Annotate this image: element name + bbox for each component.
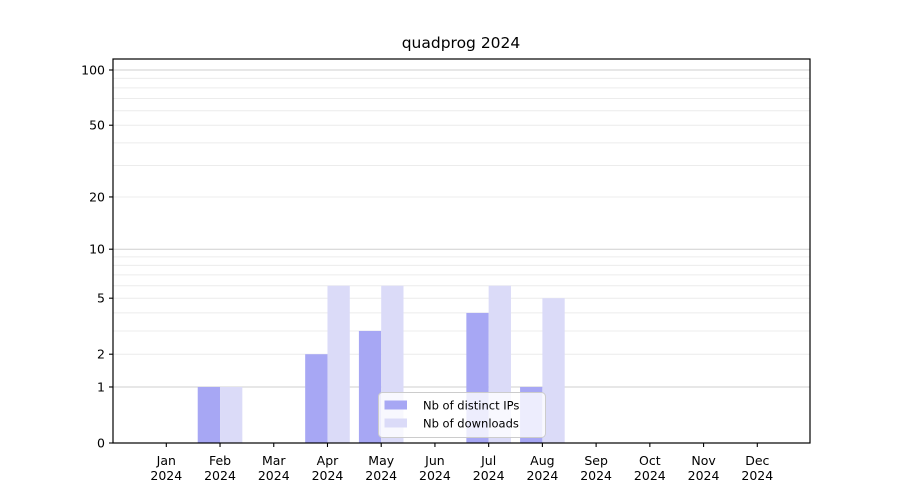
legend-box [378, 392, 546, 438]
x-axis-month-label: Jun [424, 453, 445, 468]
x-axis-month-label: Apr [317, 453, 339, 468]
bar-downloads-feb [220, 386, 243, 443]
x-axis-year-label: 2024 [526, 468, 558, 483]
plot-border [112, 58, 811, 444]
x-axis-year-label: 2024 [473, 468, 505, 483]
bar-downloads-aug [542, 298, 565, 443]
gridlines [113, 69, 810, 388]
x-axis-year-label: 2024 [419, 468, 451, 483]
x-axis-month-label: Oct [639, 453, 661, 468]
y-axis-tick-label: 0 [97, 436, 105, 451]
bar-distinct-ips-feb [197, 386, 221, 443]
y-axis-tick-label: 100 [81, 63, 105, 78]
x-axis-month-label: Sep [584, 453, 608, 468]
legend-label-downloads: Nb of downloads [423, 417, 519, 431]
bar-distinct-ips-may [358, 330, 382, 443]
bar-downloads-apr [327, 285, 350, 443]
x-axis-year-label: 2024 [204, 468, 236, 483]
x-axis-month-label: Aug [530, 453, 554, 468]
x-axis-month-label: Jul [480, 453, 496, 468]
legend-label-distinct-ips: Nb of distinct IPs [423, 399, 519, 413]
legend-swatch-distinct-ips [384, 400, 407, 410]
chart-title: quadprog 2024 [402, 34, 521, 52]
x-axis-month-label: Dec [745, 453, 769, 468]
legend-swatch-downloads [384, 418, 407, 428]
y-axis-tick-label: 2 [97, 347, 105, 362]
x-axis-year-label: 2024 [688, 468, 720, 483]
x-axis-month-label: May [368, 453, 394, 468]
x-axis-year-label: 2024 [580, 468, 612, 483]
x-axis-year-label: 2024 [312, 468, 344, 483]
x-axis-year-label: 2024 [634, 468, 666, 483]
y-axis-tick-label: 10 [89, 242, 105, 257]
legend: Nb of distinct IPs Nb of downloads [378, 392, 546, 438]
x-axis-month-label: Mar [262, 453, 286, 468]
x-axis-month-label: Jan [156, 453, 176, 468]
axes: 0125102050100Jan2024Feb2024Mar2024Apr202… [81, 58, 811, 483]
x-axis-year-label: 2024 [741, 468, 773, 483]
x-axis-year-label: 2024 [258, 468, 290, 483]
y-axis-tick-label: 1 [97, 379, 105, 394]
x-axis-year-label: 2024 [150, 468, 182, 483]
y-axis-tick-label: 5 [97, 291, 105, 306]
bar-distinct-ips-apr [305, 354, 328, 443]
x-axis-year-label: 2024 [365, 468, 397, 483]
y-axis-tick-label: 50 [89, 118, 105, 133]
x-axis-month-label: Nov [691, 453, 716, 468]
y-axis-tick-label: 20 [89, 189, 105, 204]
x-axis-month-label: Feb [209, 453, 231, 468]
